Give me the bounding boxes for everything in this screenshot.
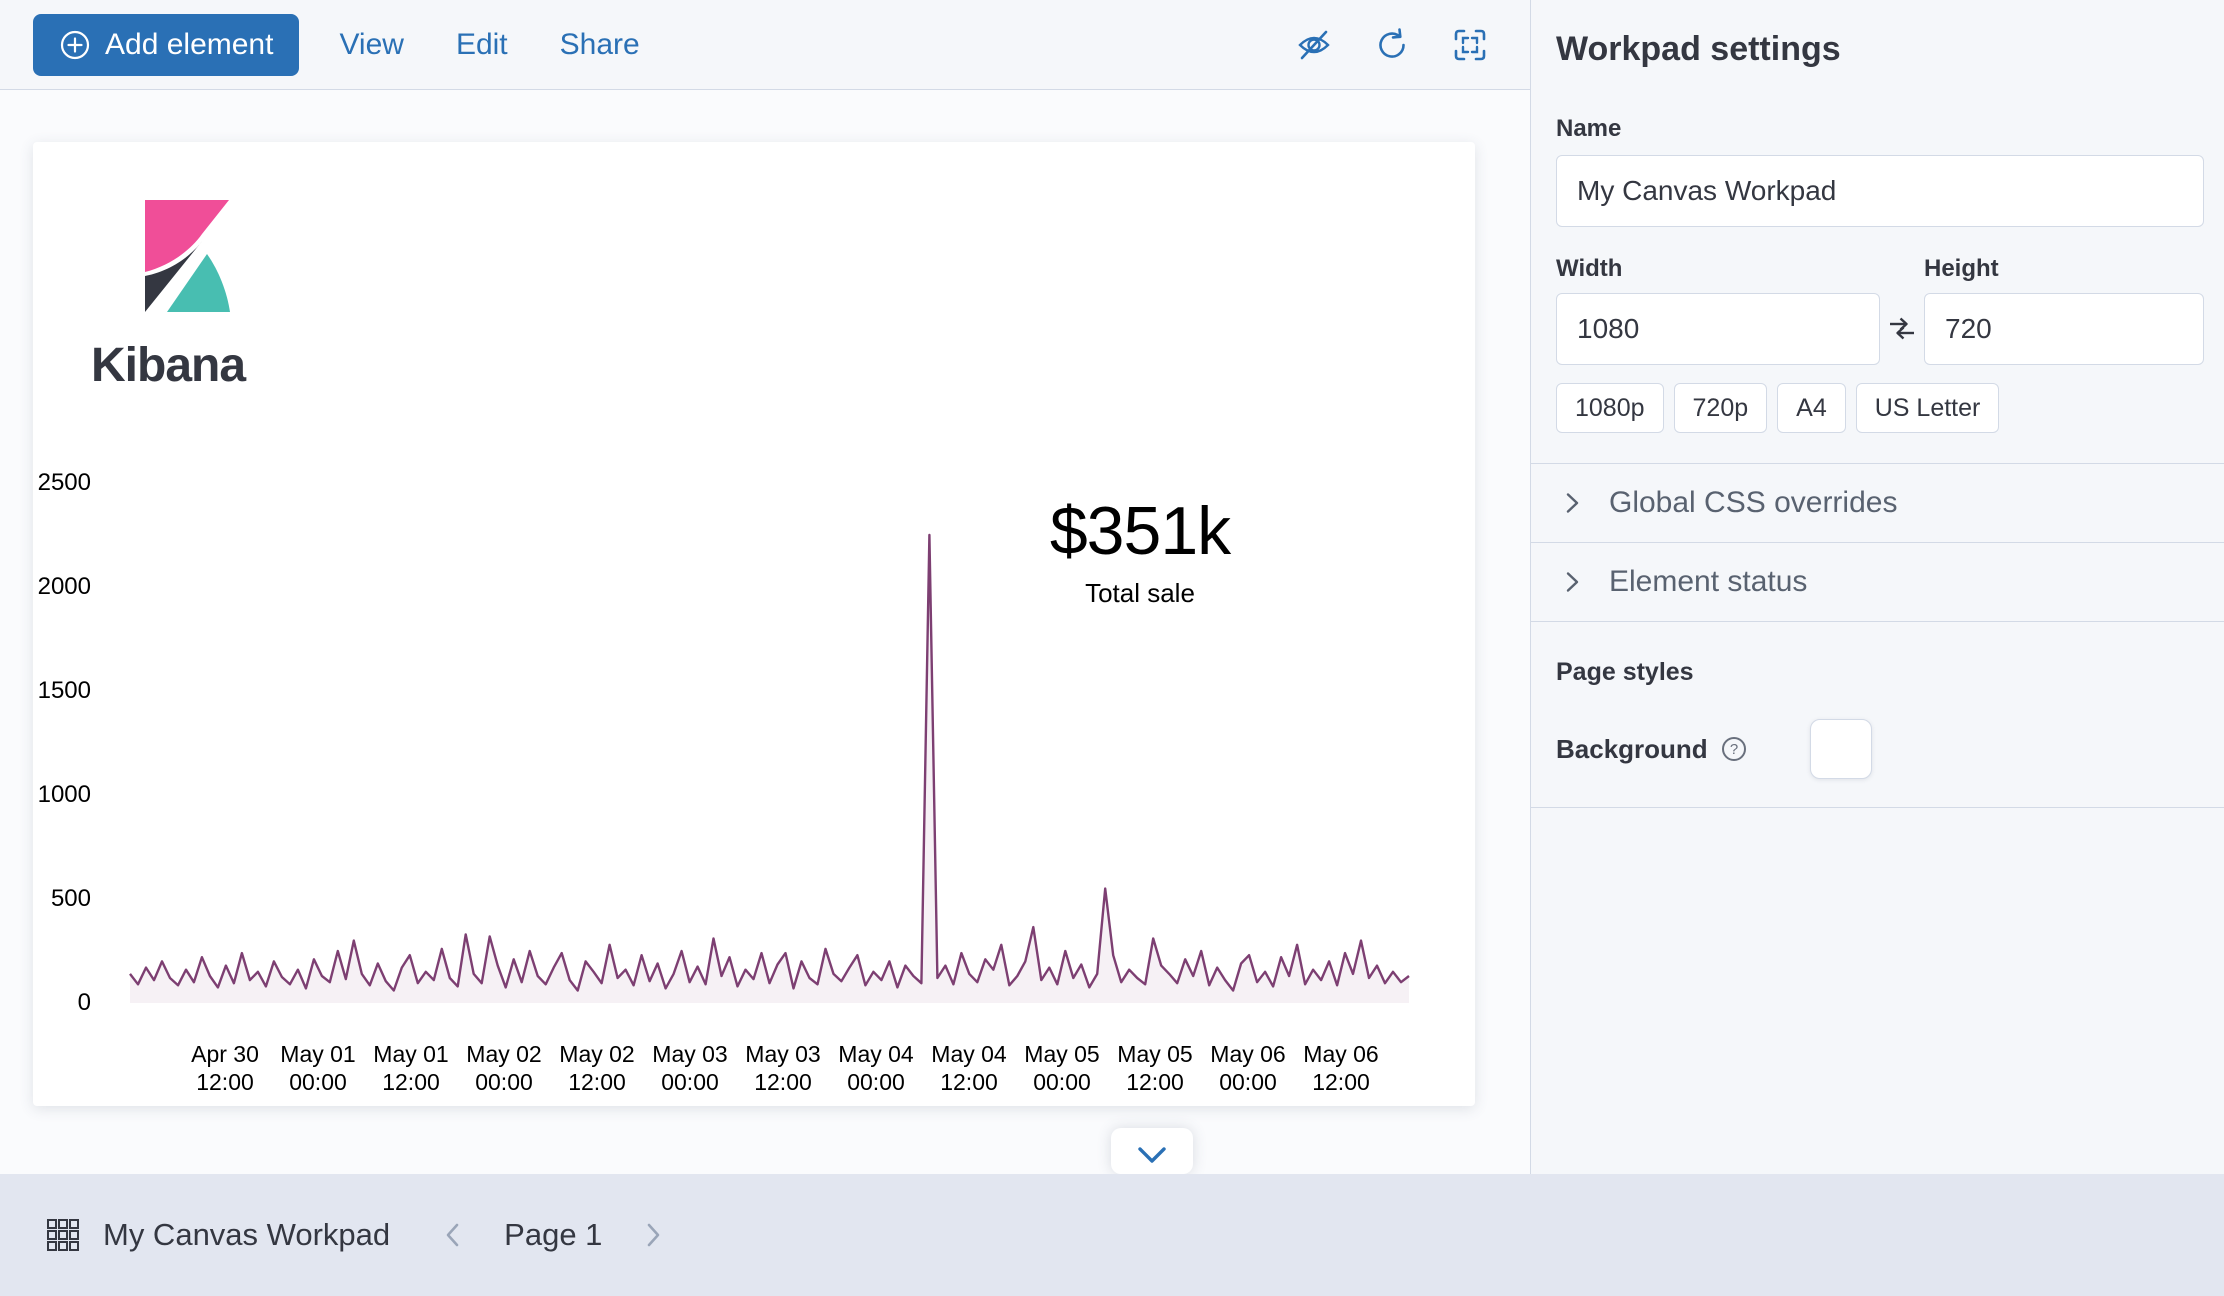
x-axis-tick: May 05 12:00: [1117, 1041, 1193, 1095]
toolbar: Add element View Edit Share: [0, 0, 1530, 90]
background-label: Background: [1556, 733, 1708, 764]
element-status-accordion[interactable]: Element status: [1531, 543, 2224, 621]
chevron-left-icon: [440, 1218, 466, 1252]
menu-edit[interactable]: Edit: [455, 27, 508, 61]
refresh-button[interactable]: [1370, 23, 1414, 67]
help-icon[interactable]: ?: [1720, 735, 1748, 763]
preset-a4-button[interactable]: A4: [1777, 383, 1846, 433]
previous-page-button[interactable]: [440, 1218, 466, 1252]
x-axis-tick: May 02 12:00: [559, 1041, 635, 1095]
background-color-swatch[interactable]: [1809, 719, 1872, 779]
metric-element[interactable]: $351k Total sale: [970, 492, 1310, 609]
chart-line-series: [129, 533, 1410, 992]
chevron-right-icon: [640, 1218, 666, 1252]
x-axis-tick: Apr 30 12:00: [191, 1041, 259, 1095]
add-element-label: Add element: [105, 27, 274, 61]
global-css-label: Global CSS overrides: [1609, 486, 1898, 519]
fullscreen-icon: [1451, 26, 1489, 64]
swap-arrows-icon: [1885, 312, 1919, 346]
fullscreen-button[interactable]: [1448, 23, 1492, 67]
preset-us-letter-button[interactable]: US Letter: [1855, 383, 2000, 433]
workpad-settings-panel: Workpad settings Name Width: [1530, 0, 2224, 1174]
svg-text:?: ?: [1730, 741, 1738, 758]
chevron-right-icon: [1559, 490, 1585, 516]
page-styles-title: Page styles: [1556, 658, 1694, 686]
height-label: Height: [1924, 255, 1999, 282]
preset-1080p-button[interactable]: 1080p: [1556, 383, 1664, 433]
x-axis-tick: May 04 00:00: [838, 1041, 914, 1095]
canvas-page[interactable]: Kibana $351k Total sale 2500 2000 1500 1000…: [33, 142, 1475, 1106]
x-axis-tick: May 02 00:00: [466, 1041, 542, 1095]
name-label: Name: [1556, 115, 1622, 142]
divider: [1531, 807, 2224, 808]
workspace: Add element View Edit Share: [0, 0, 1530, 1174]
workpad-manager-button[interactable]: [45, 1217, 81, 1253]
element-status-label: Element status: [1609, 565, 1808, 598]
y-axis-tick: 1500: [37, 677, 91, 704]
menu-share[interactable]: Share: [559, 27, 640, 61]
height-input[interactable]: [1924, 293, 2204, 365]
metric-label: Total sale: [1085, 578, 1195, 608]
x-axis-tick: May 01 12:00: [373, 1041, 449, 1095]
eye-slash-icon: [1294, 25, 1334, 65]
y-axis-tick: 0: [77, 989, 91, 1016]
divider: [1531, 621, 2224, 622]
preset-720p-button[interactable]: 720p: [1673, 383, 1768, 433]
y-axis-tick: 1000: [37, 781, 91, 808]
x-axis-tick: May 03 00:00: [652, 1041, 728, 1095]
size-presets: 1080p 720p A4 US Letter: [1556, 383, 2204, 433]
chevron-right-icon: [1559, 569, 1585, 595]
x-axis-tick: May 06 12:00: [1303, 1041, 1379, 1095]
toolbar-menu: View Edit Share: [339, 28, 639, 62]
background-row: Background ?: [1556, 719, 2204, 779]
footer-bar: My Canvas Workpad Page 1: [0, 1174, 2224, 1296]
plus-circle-icon: [59, 29, 91, 61]
width-label: Width: [1556, 255, 1623, 282]
metric-value: $351k: [1049, 493, 1231, 569]
y-axis-tick: 500: [50, 885, 91, 912]
x-axis-tick: May 05 00:00: [1024, 1041, 1100, 1095]
chevron-down-icon: [1132, 1144, 1172, 1168]
footer-page-label[interactable]: Page 1: [504, 1217, 603, 1252]
y-axis-tick: 2500: [37, 469, 91, 496]
workpad-name-input[interactable]: [1556, 155, 2204, 227]
sales-line-chart: [129, 533, 1410, 1003]
footer-workpad-name[interactable]: My Canvas Workpad: [103, 1217, 391, 1252]
panel-title: Workpad settings: [1556, 30, 1841, 68]
kibana-logo-icon: [145, 200, 233, 318]
size-row: Width Height: [1556, 255, 2204, 365]
x-axis-tick: May 03 12:00: [745, 1041, 821, 1095]
divider: [1531, 542, 2224, 543]
refresh-icon: [1373, 26, 1411, 64]
add-element-button[interactable]: Add element: [33, 13, 300, 76]
global-css-accordion[interactable]: Global CSS overrides: [1531, 464, 2224, 542]
page-scroll-down-button[interactable]: [1111, 1128, 1193, 1174]
grid-icon: [46, 1218, 80, 1252]
hide-editing-controls-button[interactable]: [1292, 23, 1336, 67]
menu-view[interactable]: View: [339, 27, 404, 61]
kibana-wordmark: Kibana: [91, 339, 246, 392]
width-input[interactable]: [1556, 293, 1880, 365]
x-axis-tick: May 06 00:00: [1210, 1041, 1286, 1095]
swap-dimensions-button[interactable]: [1882, 309, 1922, 349]
y-axis-tick: 2000: [37, 573, 91, 600]
next-page-button[interactable]: [640, 1218, 666, 1252]
x-axis-tick: May 01 00:00: [280, 1041, 356, 1095]
divider: [1531, 463, 2224, 464]
x-axis-tick: May 04 12:00: [931, 1041, 1007, 1095]
toolbar-icons: [1292, 23, 1492, 67]
